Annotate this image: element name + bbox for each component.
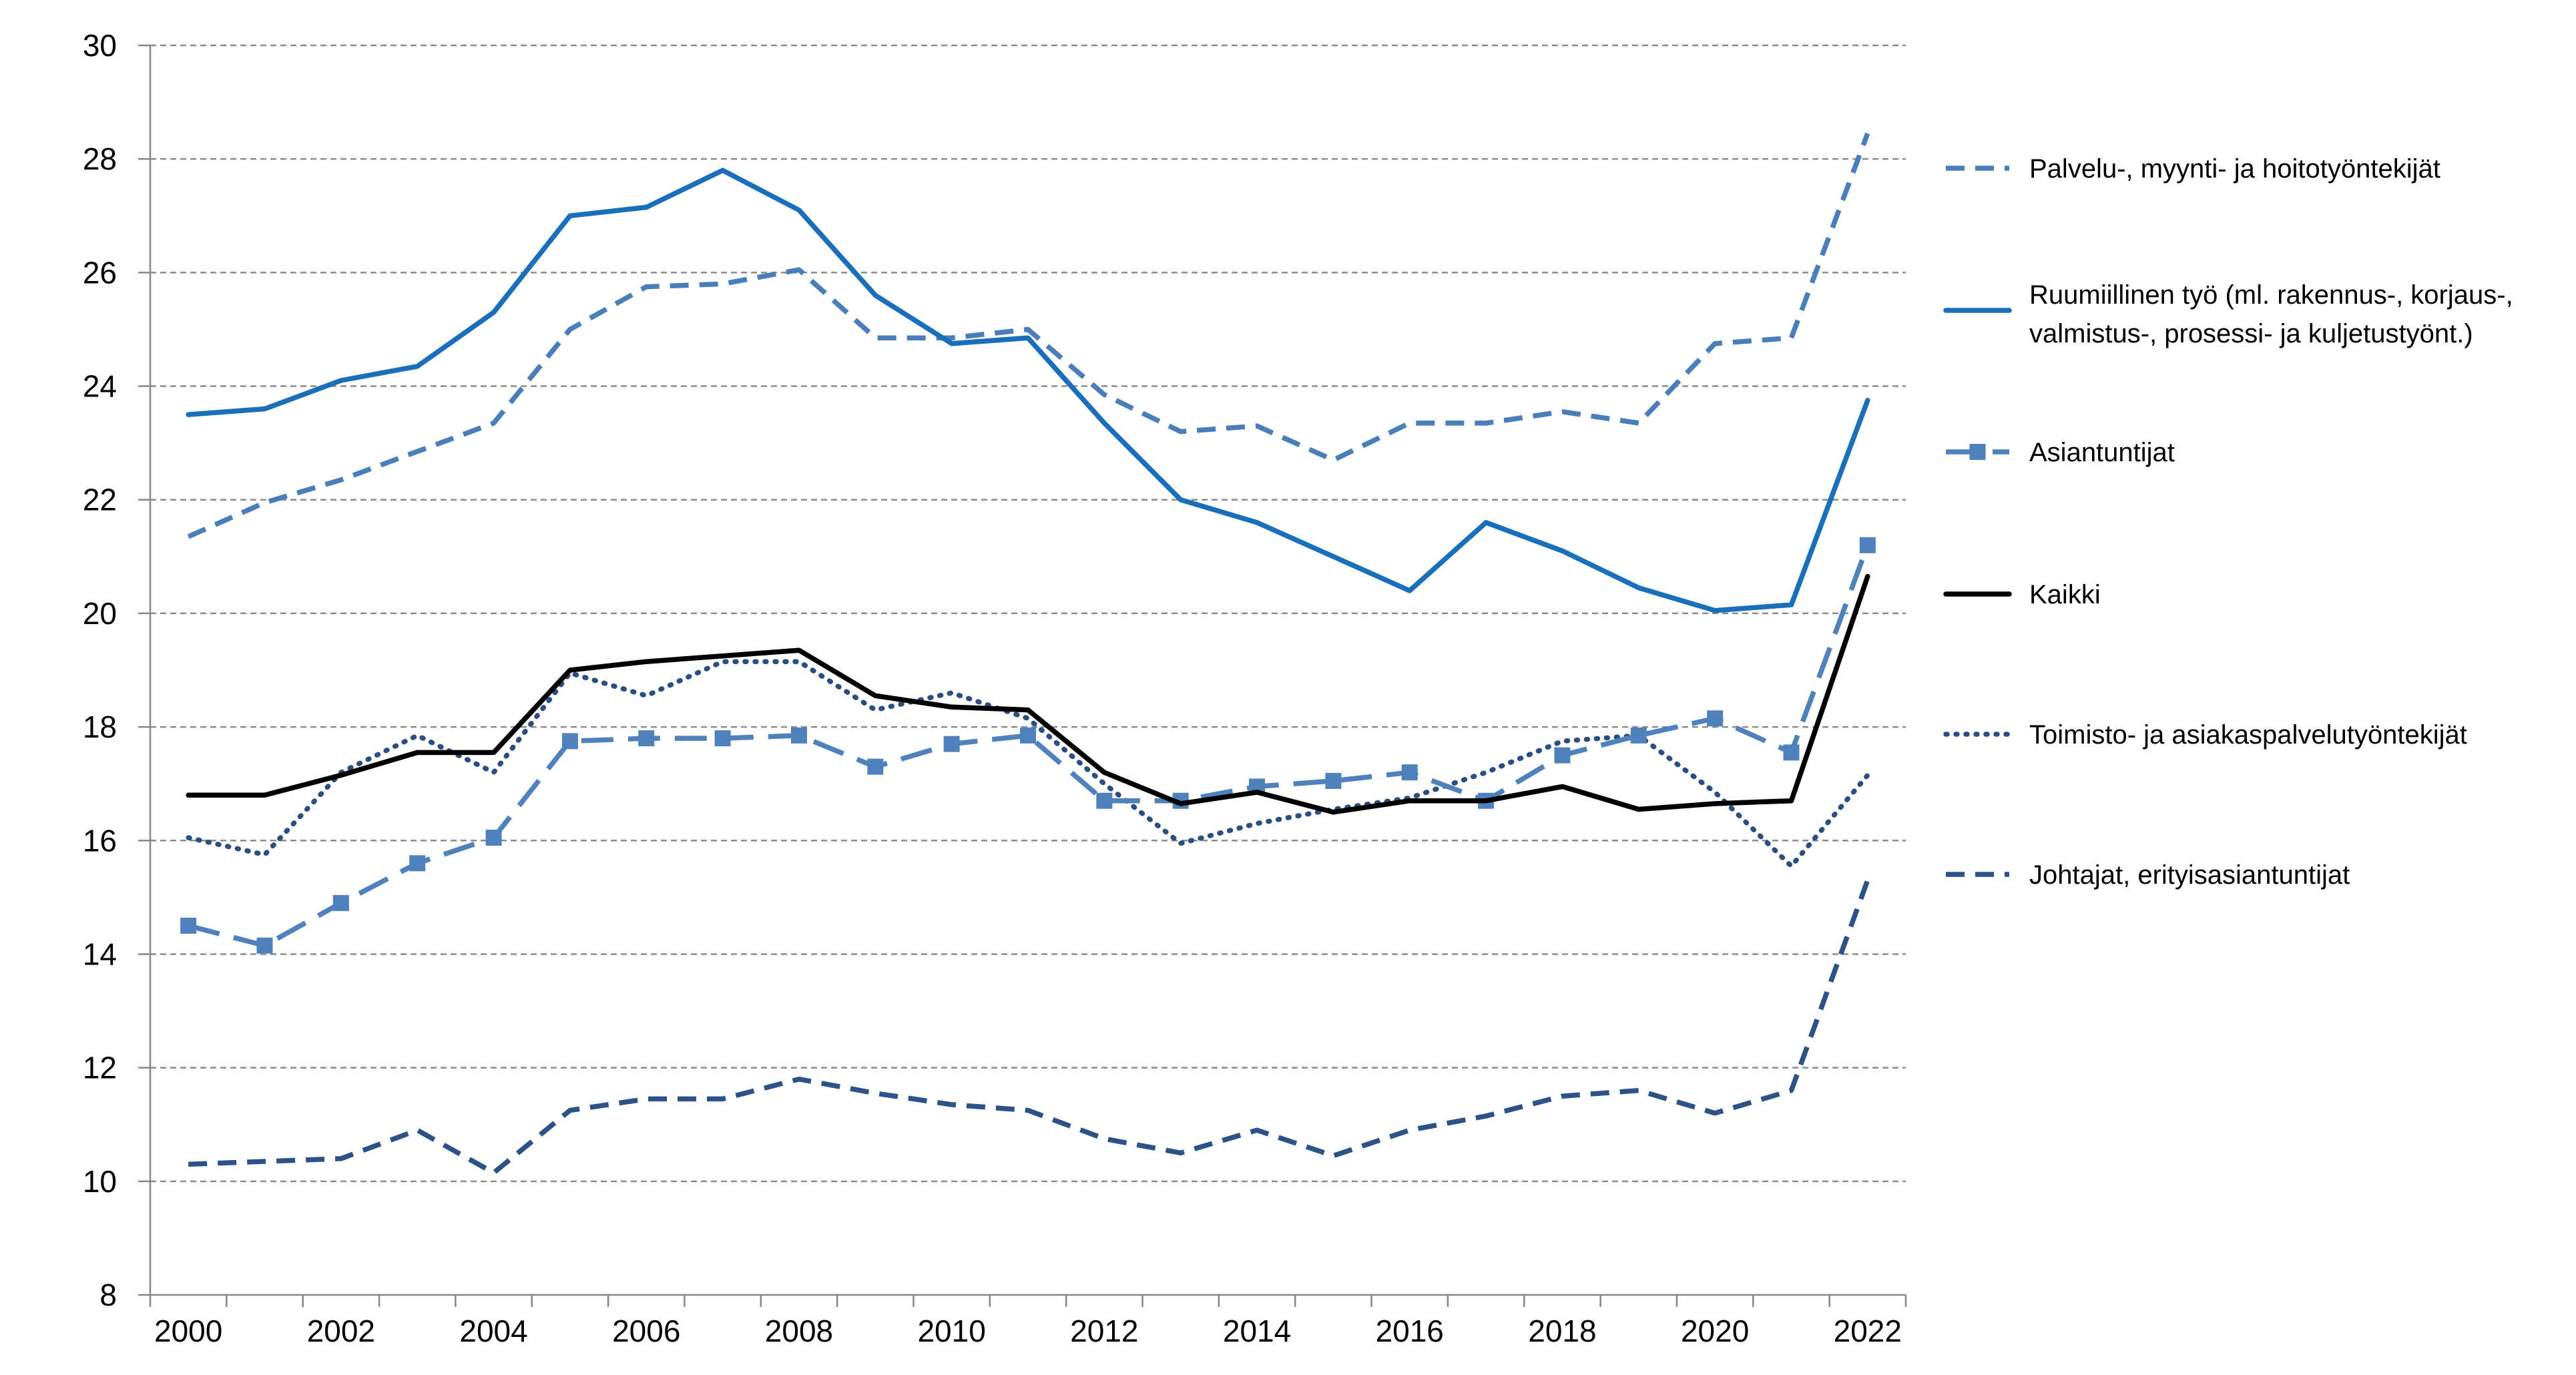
legend: Palvelu-, myynti- ja hoitotyöntekijät Ruu… — [1943, 154, 2513, 890]
data-point-marker — [332, 894, 349, 911]
data-point-marker — [485, 830, 502, 846]
y-tick-label: 12 — [83, 1051, 117, 1085]
data-point-marker — [256, 937, 273, 954]
data-point-marker — [1096, 792, 1113, 809]
y-tick-label: 30 — [83, 28, 117, 63]
y-tick-label: 26 — [83, 255, 117, 290]
legend-marker — [1969, 444, 1986, 460]
data-series — [180, 132, 1876, 1175]
y-tick-label: 10 — [83, 1164, 117, 1199]
legend-label: Palvelu-, myynti- ja hoitotyöntekijät — [2029, 154, 2440, 184]
x-tick-label: 2006 — [612, 1314, 680, 1348]
x-tick-label: 2016 — [1376, 1314, 1444, 1348]
data-point-marker — [409, 855, 426, 872]
data-point-marker — [714, 730, 731, 747]
data-point-marker — [867, 758, 884, 775]
data-point-marker — [1859, 537, 1876, 553]
x-tick-label: 2012 — [1070, 1314, 1138, 1348]
data-point-marker — [1020, 727, 1036, 744]
y-tick-label: 20 — [83, 596, 117, 631]
data-point-marker — [943, 736, 960, 752]
y-tick-label: 8 — [99, 1278, 117, 1312]
y-tick-label: 24 — [83, 369, 117, 404]
data-point-marker — [1401, 764, 1418, 781]
y-tick-label: 14 — [83, 936, 117, 971]
legend-label: Asiantuntijat — [2029, 438, 2175, 467]
data-point-marker — [1325, 772, 1342, 789]
x-tick-label: 2002 — [307, 1314, 375, 1348]
legend-label: Kaikki — [2029, 580, 2101, 609]
y-tick-label: 28 — [83, 142, 117, 176]
series-line-0 — [187, 132, 1870, 539]
data-point-marker — [1630, 727, 1647, 744]
x-tick-label: 2020 — [1681, 1314, 1749, 1348]
x-tick-label: 2014 — [1223, 1314, 1291, 1348]
series-line-5 — [188, 879, 1870, 1175]
y-tick-label: 22 — [83, 483, 117, 517]
x-tick-label: 2004 — [459, 1314, 527, 1348]
y-tick-label: 18 — [83, 710, 117, 744]
series-line-4 — [186, 659, 1870, 869]
data-point-marker — [1707, 710, 1724, 727]
legend-label: Toimisto- ja asiakaspalvelutyöntekijät — [2029, 720, 2467, 750]
x-tick-label: 2000 — [154, 1314, 222, 1348]
x-tick-label: 2008 — [765, 1314, 833, 1348]
x-tick-label: 2022 — [1834, 1314, 1902, 1348]
x-tick-label: 2018 — [1528, 1314, 1596, 1348]
legend-label: Johtajat, erityisasiantuntijat — [2029, 860, 2350, 890]
legend-label: Ruumiillinen työ (ml. rakennus-, korjaus… — [2029, 280, 2513, 310]
data-point-marker — [790, 727, 807, 744]
data-point-marker — [1783, 744, 1800, 761]
x-tick-label: 2010 — [917, 1314, 985, 1348]
data-point-marker — [180, 917, 197, 934]
legend-label: valmistus-, prosessi- ja kuljetustyönt.) — [2029, 319, 2473, 348]
series-line-2 — [188, 544, 1870, 948]
y-tick-label: 16 — [83, 823, 117, 858]
gridlines — [150, 44, 1906, 1183]
series-line-3 — [186, 573, 1870, 815]
data-point-marker — [638, 730, 655, 747]
series-line-1 — [186, 168, 1870, 613]
data-point-marker — [561, 733, 578, 750]
data-point-marker — [1554, 747, 1571, 764]
